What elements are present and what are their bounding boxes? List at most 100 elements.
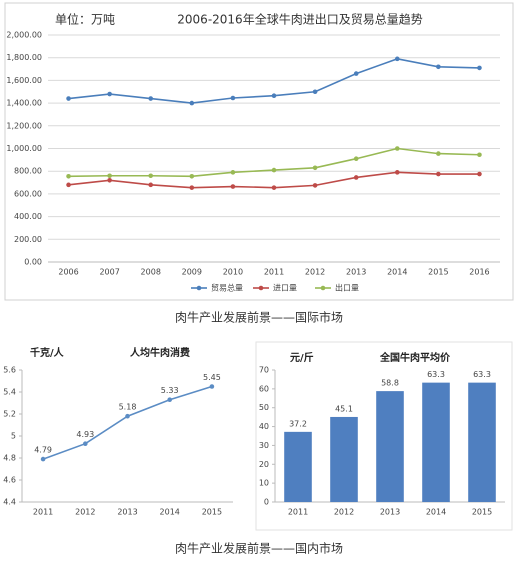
x-tick-label: 2014 <box>160 508 180 517</box>
point <box>271 167 277 173</box>
data-label: 5.33 <box>161 386 179 395</box>
point <box>83 441 88 447</box>
data-label: 58.8 <box>381 379 399 388</box>
point <box>66 174 71 179</box>
y-tick-label: 20 <box>259 460 269 469</box>
y-tick-label: 4.6 <box>3 476 16 485</box>
point <box>353 156 359 162</box>
x-tick-label: 2010 <box>223 268 243 277</box>
x-tick-label: 2008 <box>141 268 161 277</box>
bar <box>330 416 358 502</box>
x-tick-label: 2011 <box>264 268 284 277</box>
y-tick-label: 4.8 <box>3 454 16 463</box>
point <box>230 184 236 189</box>
chart-frame <box>255 341 513 531</box>
y-tick-label: 30 <box>259 441 269 450</box>
y-tick-label: 800.00 <box>14 167 42 176</box>
point <box>436 151 441 156</box>
x-tick-label: 2012 <box>334 508 354 517</box>
point <box>436 171 441 177</box>
x-tick-label: 2015 <box>472 508 492 517</box>
legend-marker <box>258 285 264 291</box>
point <box>312 165 318 171</box>
point <box>271 93 277 99</box>
caption: 肉牛产业发展前景——国内市场 <box>175 541 343 556</box>
legend-marker <box>320 285 326 291</box>
point <box>477 171 482 177</box>
point <box>148 173 154 179</box>
x-tick-label: 2014 <box>426 508 446 517</box>
unit-label: 千克/人 <box>30 346 65 359</box>
data-label: 4.79 <box>34 446 52 455</box>
point <box>394 170 400 175</box>
data-label: 5.18 <box>119 403 137 412</box>
point <box>477 65 482 71</box>
y-tick-label: 1,200.00 <box>6 121 42 130</box>
y-tick-label: 70 <box>259 366 269 375</box>
data-label: 5.45 <box>203 373 221 382</box>
y-tick-label: 0 <box>264 498 269 507</box>
point <box>40 456 46 462</box>
data-label: 45.1 <box>335 404 353 413</box>
chart-title: 人均牛肉消费 <box>130 346 190 359</box>
bar <box>284 431 312 502</box>
point <box>394 146 400 151</box>
point <box>189 174 195 179</box>
point <box>107 177 112 183</box>
bar <box>468 382 496 502</box>
caption: 肉牛产业发展前景——国际市场 <box>175 310 343 325</box>
point <box>66 182 71 188</box>
bar <box>422 382 450 502</box>
point <box>312 89 318 95</box>
point <box>167 397 172 403</box>
y-tick-label: 10 <box>259 479 269 488</box>
line <box>42 385 213 460</box>
unit-label: 单位：万吨 <box>55 12 115 27</box>
y-tick-label: 5.2 <box>3 410 16 419</box>
point <box>312 183 318 188</box>
chart-frame <box>4 2 514 301</box>
chart-title: 2006-2016年全球牛肉进出口及贸易总量趋势 <box>177 12 422 27</box>
x-tick-label: 2013 <box>117 508 137 517</box>
point <box>107 173 112 179</box>
point <box>107 91 112 97</box>
y-tick-label: 1,600.00 <box>6 76 42 85</box>
data-label: 63.3 <box>473 370 491 379</box>
y-tick-label: 4.4 <box>3 498 16 507</box>
y-tick-label: 400.00 <box>14 212 42 221</box>
y-tick-label: 5 <box>11 432 16 441</box>
point <box>230 170 236 175</box>
point <box>271 185 277 190</box>
y-tick-label: 0.00 <box>24 258 42 267</box>
point <box>189 185 195 190</box>
x-tick-label: 2009 <box>182 268 202 277</box>
x-tick-label: 2006 <box>58 268 78 277</box>
point <box>353 175 359 180</box>
y-tick-label: 40 <box>259 422 269 431</box>
chart-title: 全国牛肉平均价 <box>379 351 451 364</box>
y-tick-label: 60 <box>259 384 269 393</box>
data-label: 37.2 <box>289 419 307 428</box>
y-tick-label: 1,000.00 <box>6 144 42 153</box>
y-tick-label: 5.4 <box>3 388 16 397</box>
x-tick-label: 2007 <box>99 268 119 277</box>
point <box>353 71 359 76</box>
point <box>477 152 482 158</box>
point <box>230 95 236 101</box>
legend-label: 出口量 <box>335 283 359 293</box>
point <box>436 64 441 70</box>
x-tick-label: 2011 <box>33 508 53 517</box>
x-tick-label: 2013 <box>346 268 366 277</box>
bar <box>376 391 404 502</box>
y-tick-label: 5.6 <box>3 366 16 375</box>
y-tick-label: 200.00 <box>14 235 42 244</box>
x-tick-label: 2015 <box>202 508 222 517</box>
unit-label: 元/斤 <box>290 351 314 364</box>
x-tick-label: 2016 <box>469 268 489 277</box>
point <box>209 384 215 389</box>
y-tick-label: 600.00 <box>14 189 42 198</box>
legend-label: 进口量 <box>273 284 297 293</box>
data-label: 63.3 <box>427 370 445 379</box>
